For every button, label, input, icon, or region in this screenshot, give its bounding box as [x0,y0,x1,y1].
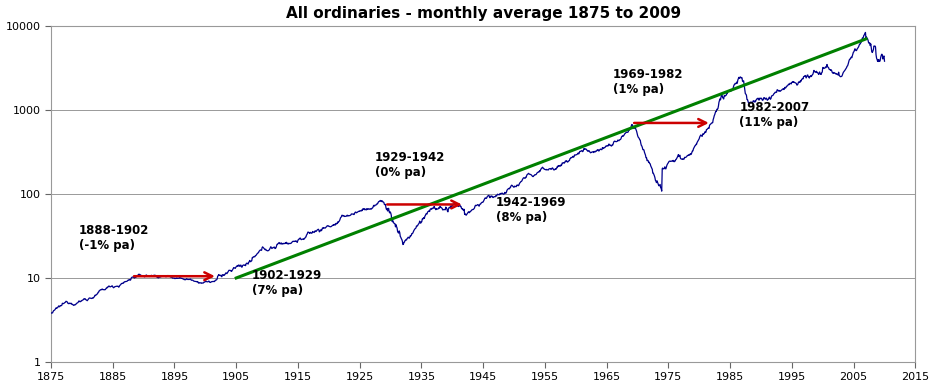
Text: 1942-1969
(8% pa): 1942-1969 (8% pa) [496,196,566,224]
Text: 1888-1902
(-1% pa): 1888-1902 (-1% pa) [79,224,149,252]
Text: 1929-1942
(0% pa): 1929-1942 (0% pa) [375,151,445,179]
Text: 1902-1929
(7% pa): 1902-1929 (7% pa) [252,269,322,297]
Text: 1969-1982
(1% pa): 1969-1982 (1% pa) [612,68,683,96]
Title: All ordinaries - monthly average 1875 to 2009: All ordinaries - monthly average 1875 to… [285,5,681,21]
Text: 1982-2007
(11% pa): 1982-2007 (11% pa) [740,101,810,129]
